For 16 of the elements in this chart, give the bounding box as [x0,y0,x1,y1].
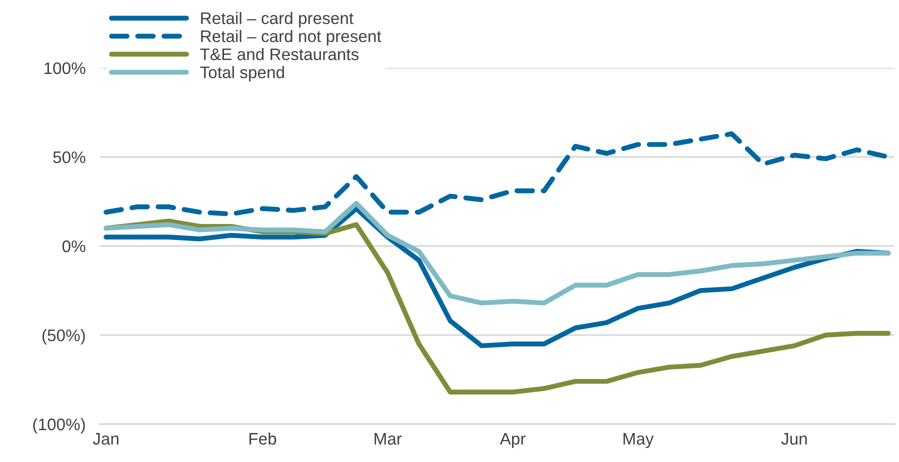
x-tick-label: May [624,433,654,448]
y-tick-label: (50%) [42,329,85,345]
x-tick-label: Jan [92,433,118,445]
x-tick-label: Jun [781,433,807,445]
legend-label: Total spend [200,66,284,82]
y-tick-label: 100% [44,62,86,74]
legend-label: Retail – card not present [201,30,382,46]
y-tick-label: 50% [53,151,86,164]
y-tick-label: 0% [62,240,86,252]
x-tick-label: Apr [500,433,526,448]
legend-label: Retail – card present [201,12,354,28]
x-tick-label: Mar [374,433,402,445]
line-series [104,200,891,306]
y-tick-label: (100%) [33,418,85,434]
x-tick-label: Feb [249,432,276,445]
legend-label: T&E and Restaurants [200,48,359,60]
